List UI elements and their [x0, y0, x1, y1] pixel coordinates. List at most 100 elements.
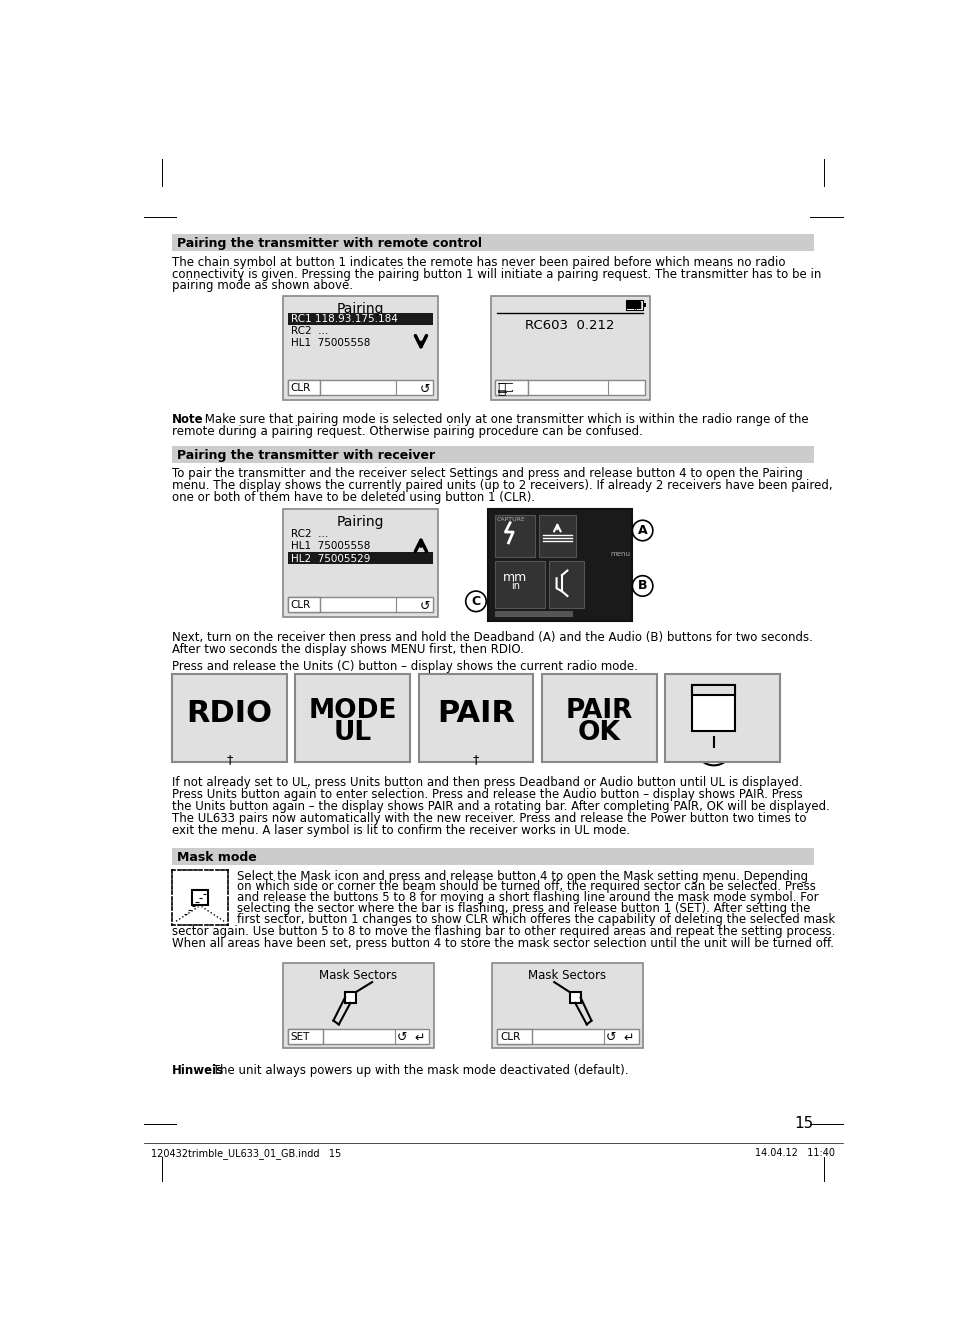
Text: †: †: [472, 753, 479, 766]
Text: The UL633 pairs now automatically with the new receiver. Press and release the P: The UL633 pairs now automatically with t…: [172, 811, 806, 825]
Text: Press and release the Units (C) button – display shows the current radio mode.: Press and release the Units (C) button –…: [172, 660, 637, 673]
Text: UL: UL: [333, 720, 371, 746]
Text: Pairing the transmitter with remote control: Pairing the transmitter with remote cont…: [177, 238, 481, 250]
Text: PAIR: PAIR: [565, 699, 632, 724]
Text: ↺: ↺: [419, 600, 430, 612]
Bar: [345, 992, 356, 1003]
Bar: [626, 300, 643, 309]
Bar: [172, 673, 286, 762]
Text: first sector, button 1 changes to show CLR which offeres the capability of delet: first sector, button 1 changes to show C…: [237, 912, 835, 926]
Bar: [541, 673, 655, 762]
Bar: [643, 303, 645, 307]
Bar: [172, 234, 813, 251]
Text: on which side or corner the beam should be turned off, the required sector can b: on which side or corner the beam should …: [237, 880, 815, 894]
Text: menu. The display shows the currently paired units (up to 2 receivers). If alrea: menu. The display shows the currently pa…: [172, 479, 832, 493]
Text: CLR: CLR: [290, 382, 310, 393]
Text: A: A: [637, 525, 647, 537]
Bar: [287, 596, 432, 612]
Bar: [495, 380, 528, 394]
Text: and release the buttons 5 to 8 for moving a short flashing line around the mask : and release the buttons 5 to 8 for movin…: [237, 891, 818, 904]
Bar: [549, 562, 583, 607]
Bar: [492, 963, 643, 1048]
Text: When all areas have been set, press button 4 to store the mask sector selection : When all areas have been set, press butt…: [172, 938, 833, 950]
Bar: [692, 685, 734, 695]
Bar: [172, 446, 813, 462]
Text: RC603  0.212: RC603 0.212: [525, 319, 614, 332]
Text: ↺: ↺: [605, 1032, 616, 1044]
Bar: [498, 384, 513, 390]
Text: 14.04.12   11:40: 14.04.12 11:40: [754, 1147, 834, 1158]
Text: ‖▮: ‖▮: [632, 300, 642, 309]
Text: sector again. Use button 5 to 8 to move the flashing bar to other required areas: sector again. Use button 5 to 8 to move …: [172, 926, 835, 938]
Bar: [538, 515, 576, 558]
Text: ↵: ↵: [623, 1032, 633, 1044]
Text: After two seconds the display shows MENU first, then RDIO.: After two seconds the display shows MENU…: [172, 643, 524, 656]
Bar: [488, 509, 631, 620]
Bar: [495, 380, 644, 394]
Text: selecting the sector where the bar is flashing, press and release button 1 (SET): selecting the sector where the bar is fl…: [237, 902, 810, 915]
Bar: [287, 1029, 429, 1044]
Text: Pairing the transmitter with receiver: Pairing the transmitter with receiver: [177, 449, 434, 462]
Text: Press Units button again to enter selection. Press and release the Audio button : Press Units button again to enter select…: [172, 788, 802, 801]
Bar: [172, 849, 813, 865]
Text: †: †: [226, 753, 233, 766]
Text: pairing mode as shown above.: pairing mode as shown above.: [172, 279, 353, 292]
Bar: [287, 380, 432, 394]
Text: ⛓: ⛓: [497, 382, 505, 396]
Text: ↵: ↵: [413, 1032, 424, 1044]
Text: CLR: CLR: [500, 1032, 520, 1042]
Text: mm: mm: [503, 571, 527, 583]
Text: HL2  75005529: HL2 75005529: [290, 554, 370, 563]
Text: Pairing: Pairing: [336, 301, 383, 316]
Text: SET: SET: [290, 1032, 309, 1042]
Bar: [172, 870, 228, 926]
Bar: [569, 992, 580, 1003]
Text: menu: menu: [609, 551, 629, 558]
Text: 15: 15: [794, 1117, 813, 1131]
Text: exit the menu. A laser symbol is lit to confirm the receiver works in UL mode.: exit the menu. A laser symbol is lit to …: [172, 823, 629, 837]
Text: HL1  75005558: HL1 75005558: [290, 339, 370, 348]
Text: Hinweis: Hinweis: [172, 1065, 224, 1077]
Bar: [283, 509, 437, 616]
Text: Mask Sectors: Mask Sectors: [319, 969, 397, 981]
Text: Pairing: Pairing: [336, 515, 383, 529]
Text: HL1  75005558: HL1 75005558: [290, 540, 370, 551]
Text: RC1 118.93.175.184: RC1 118.93.175.184: [290, 315, 397, 324]
Bar: [494, 562, 544, 607]
Text: B: B: [637, 579, 647, 592]
Bar: [627, 301, 639, 308]
Bar: [494, 611, 572, 616]
Bar: [287, 552, 432, 564]
Bar: [497, 1029, 531, 1044]
Text: the Units button again – the display shows PAIR and a rotating bar. After comple: the Units button again – the display sho…: [172, 799, 829, 813]
Bar: [283, 963, 433, 1048]
Bar: [287, 312, 432, 325]
Bar: [494, 515, 534, 558]
Text: : Make sure that pairing mode is selected only at one transmitter which is withi: : Make sure that pairing mode is selecte…: [197, 413, 808, 426]
Text: The chain symbol at button 1 indicates the remote has never been paired before w: The chain symbol at button 1 indicates t…: [172, 255, 785, 268]
Text: Select the Mask icon and press and release button 4 to open the Mask setting men: Select the Mask icon and press and relea…: [237, 870, 807, 883]
Text: : The unit always powers up with the mask mode deactivated (default).: : The unit always powers up with the mas…: [205, 1065, 628, 1077]
Text: PAIR: PAIR: [436, 700, 514, 728]
Bar: [497, 1029, 638, 1044]
Bar: [287, 380, 320, 394]
Text: C: C: [471, 595, 480, 608]
Text: in: in: [510, 582, 520, 591]
Bar: [664, 673, 779, 762]
Bar: [287, 596, 320, 612]
Text: Mask mode: Mask mode: [177, 851, 257, 865]
Text: Next, turn on the receiver then press and hold the Deadband (A) and the Audio (B: Next, turn on the receiver then press an…: [172, 631, 812, 644]
Text: 120432trimble_UL633_01_GB.indd   15: 120432trimble_UL633_01_GB.indd 15: [151, 1147, 341, 1159]
Text: ↺: ↺: [419, 382, 430, 396]
Text: RC2  ...: RC2 ...: [290, 327, 328, 336]
Bar: [283, 296, 437, 400]
Text: If not already set to UL, press Units button and then press Deadband or Audio bu: If not already set to UL, press Units bu…: [172, 776, 802, 789]
Bar: [295, 673, 409, 762]
Text: one or both of them have to be deleted using button 1 (CLR).: one or both of them have to be deleted u…: [172, 491, 534, 505]
Text: ↺: ↺: [397, 1032, 407, 1044]
Bar: [418, 673, 532, 762]
Text: MODE: MODE: [308, 699, 397, 724]
Text: Note: Note: [172, 413, 204, 426]
Bar: [287, 1029, 322, 1044]
Bar: [192, 890, 208, 906]
